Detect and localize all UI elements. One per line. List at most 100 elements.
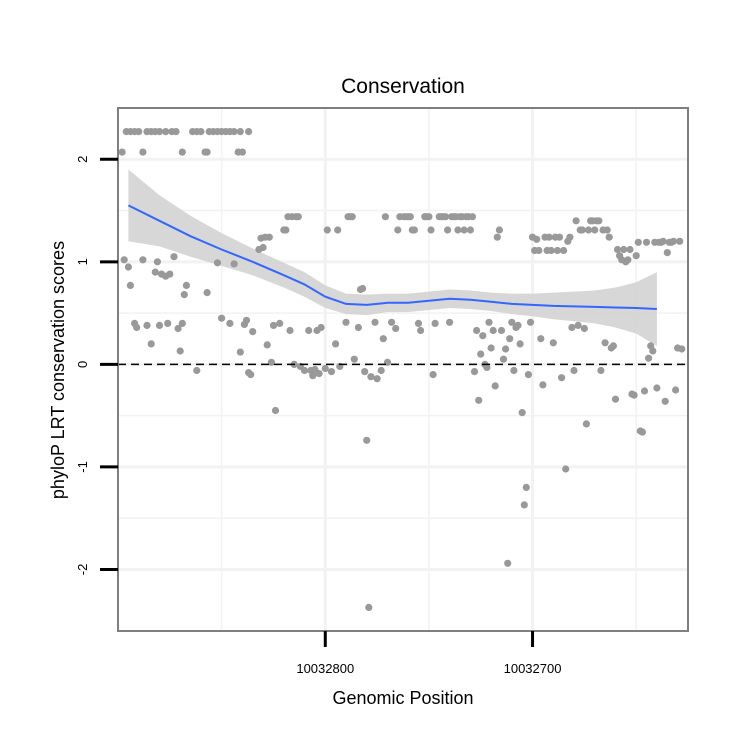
data-point [139, 256, 147, 264]
data-point [520, 501, 528, 509]
data-point [271, 406, 280, 415]
plot-panel [118, 108, 688, 631]
data-point [545, 233, 553, 241]
data-point [359, 284, 367, 293]
data-point [549, 339, 557, 347]
y-axis: -2 -1 0 1 2 [75, 156, 118, 576]
data-point [568, 323, 576, 332]
data-point [574, 321, 582, 329]
data-point [537, 335, 545, 343]
data-point [135, 128, 143, 136]
data-point [645, 354, 653, 362]
data-point [553, 246, 562, 255]
data-point [475, 396, 483, 404]
data-point [572, 217, 580, 225]
data-point [267, 358, 275, 366]
data-point [444, 226, 452, 234]
data-point [124, 263, 132, 271]
data-point [613, 245, 622, 254]
data-point [305, 326, 313, 335]
data-point [226, 319, 234, 327]
y-tick-label: -2 [75, 564, 90, 576]
data-point [508, 318, 516, 326]
plot-background [118, 108, 688, 631]
data-point [394, 226, 402, 234]
data-point [406, 213, 414, 221]
data-point [417, 326, 425, 335]
data-point [332, 340, 340, 348]
data-point [611, 395, 620, 403]
x-axis-label: Genomic Position [332, 688, 473, 708]
data-point [479, 332, 487, 340]
data-point [514, 321, 522, 329]
data-point [236, 348, 244, 356]
data-point [642, 238, 651, 246]
y-tick-label: 1 [75, 258, 90, 265]
data-point [539, 381, 547, 389]
data-point [524, 371, 533, 379]
data-point [466, 226, 474, 234]
data-point [247, 371, 255, 379]
data-point [502, 345, 510, 353]
data-point [230, 128, 238, 136]
chart-title: Conservation [341, 75, 465, 98]
data-point [580, 324, 589, 333]
data-point [470, 368, 479, 376]
data-point [653, 384, 661, 392]
confidence-band-area [128, 169, 657, 346]
data-point [491, 382, 499, 390]
data-point [603, 226, 611, 234]
data-point [669, 237, 678, 245]
data-point [379, 335, 387, 343]
data-point [300, 366, 309, 375]
data-point [309, 372, 317, 380]
data-point [197, 128, 205, 136]
data-point [249, 328, 257, 336]
data-point [388, 318, 396, 326]
data-point [166, 270, 174, 278]
data-point [371, 318, 379, 326]
data-point [354, 323, 362, 332]
data-point [663, 249, 671, 257]
y-axis-label: phyloP LRT conservation scores [48, 241, 68, 499]
data-point [427, 226, 435, 234]
data-point [489, 326, 497, 335]
data-point [203, 289, 211, 297]
data-point [441, 213, 450, 221]
data-point [522, 483, 530, 491]
data-point [516, 340, 524, 348]
data-point [327, 368, 336, 376]
data-point [153, 258, 161, 266]
data-point [363, 436, 371, 444]
data-point [265, 233, 273, 241]
data-point [597, 366, 605, 375]
data-point [626, 245, 634, 254]
data-point [649, 347, 657, 355]
data-point [176, 347, 184, 355]
data-point [151, 268, 159, 276]
data-point [139, 148, 147, 156]
x-tick-label: 10032700 [504, 661, 562, 676]
plot-border [117, 107, 689, 632]
data-point [624, 256, 632, 264]
confidence-band [128, 169, 657, 346]
data-point [120, 256, 128, 264]
data-point [493, 233, 501, 241]
data-point [162, 128, 170, 136]
data-point [429, 371, 437, 379]
data-point [533, 235, 541, 243]
data-point [269, 321, 278, 329]
data-point [178, 319, 186, 327]
y-tick-label: 2 [75, 156, 90, 163]
data-point [238, 148, 246, 156]
data-point [367, 373, 375, 381]
data-point [605, 233, 613, 241]
data-point [361, 368, 369, 376]
data-point [230, 260, 238, 268]
data-point [483, 363, 491, 371]
data-point [155, 321, 164, 329]
data-point [477, 350, 485, 358]
data-point [495, 226, 503, 234]
data-point [213, 259, 222, 267]
